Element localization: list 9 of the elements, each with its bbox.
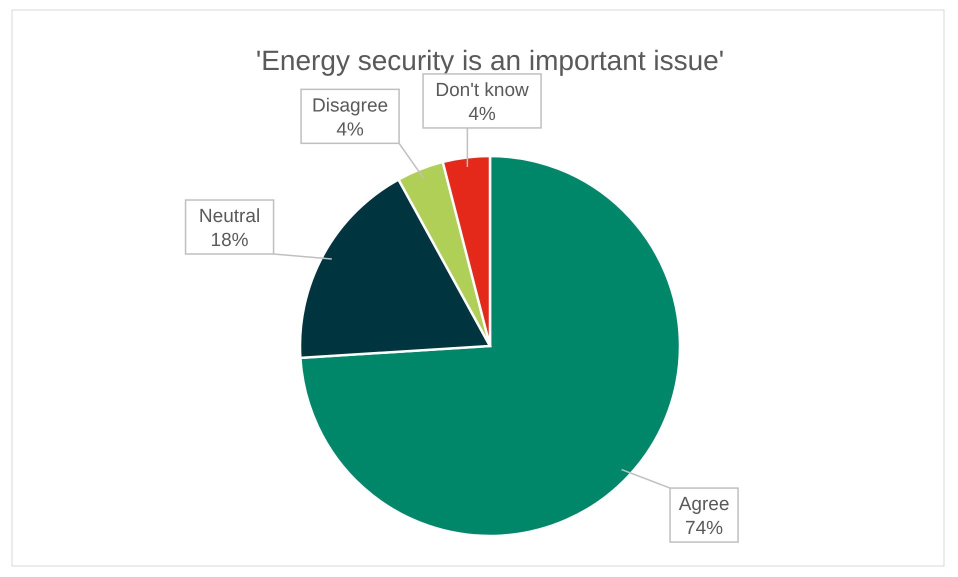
slice-label: Disagree	[312, 95, 388, 116]
data-label: 4%	[468, 104, 496, 125]
data-label: 74%	[685, 518, 724, 540]
chart-title: 'Energy security is an important issue'	[256, 45, 724, 76]
slice-label: Agree	[678, 494, 730, 516]
data-label: 4%	[336, 119, 364, 140]
data-label: 18%	[210, 230, 249, 252]
slice-label: Don't know	[435, 80, 530, 101]
slice-label: Neutral	[198, 206, 260, 228]
